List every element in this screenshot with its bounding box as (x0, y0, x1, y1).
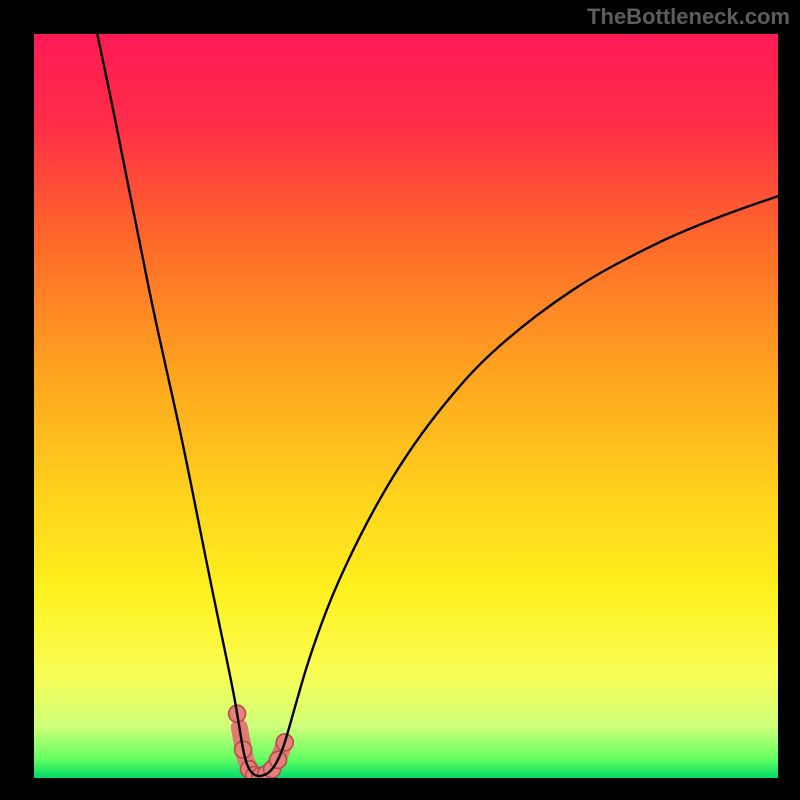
chart-container: TheBottleneck.com (0, 0, 800, 800)
watermark-text: TheBottleneck.com (587, 4, 790, 30)
gradient-background (34, 34, 778, 778)
bottleneck-curve-chart (0, 0, 800, 800)
